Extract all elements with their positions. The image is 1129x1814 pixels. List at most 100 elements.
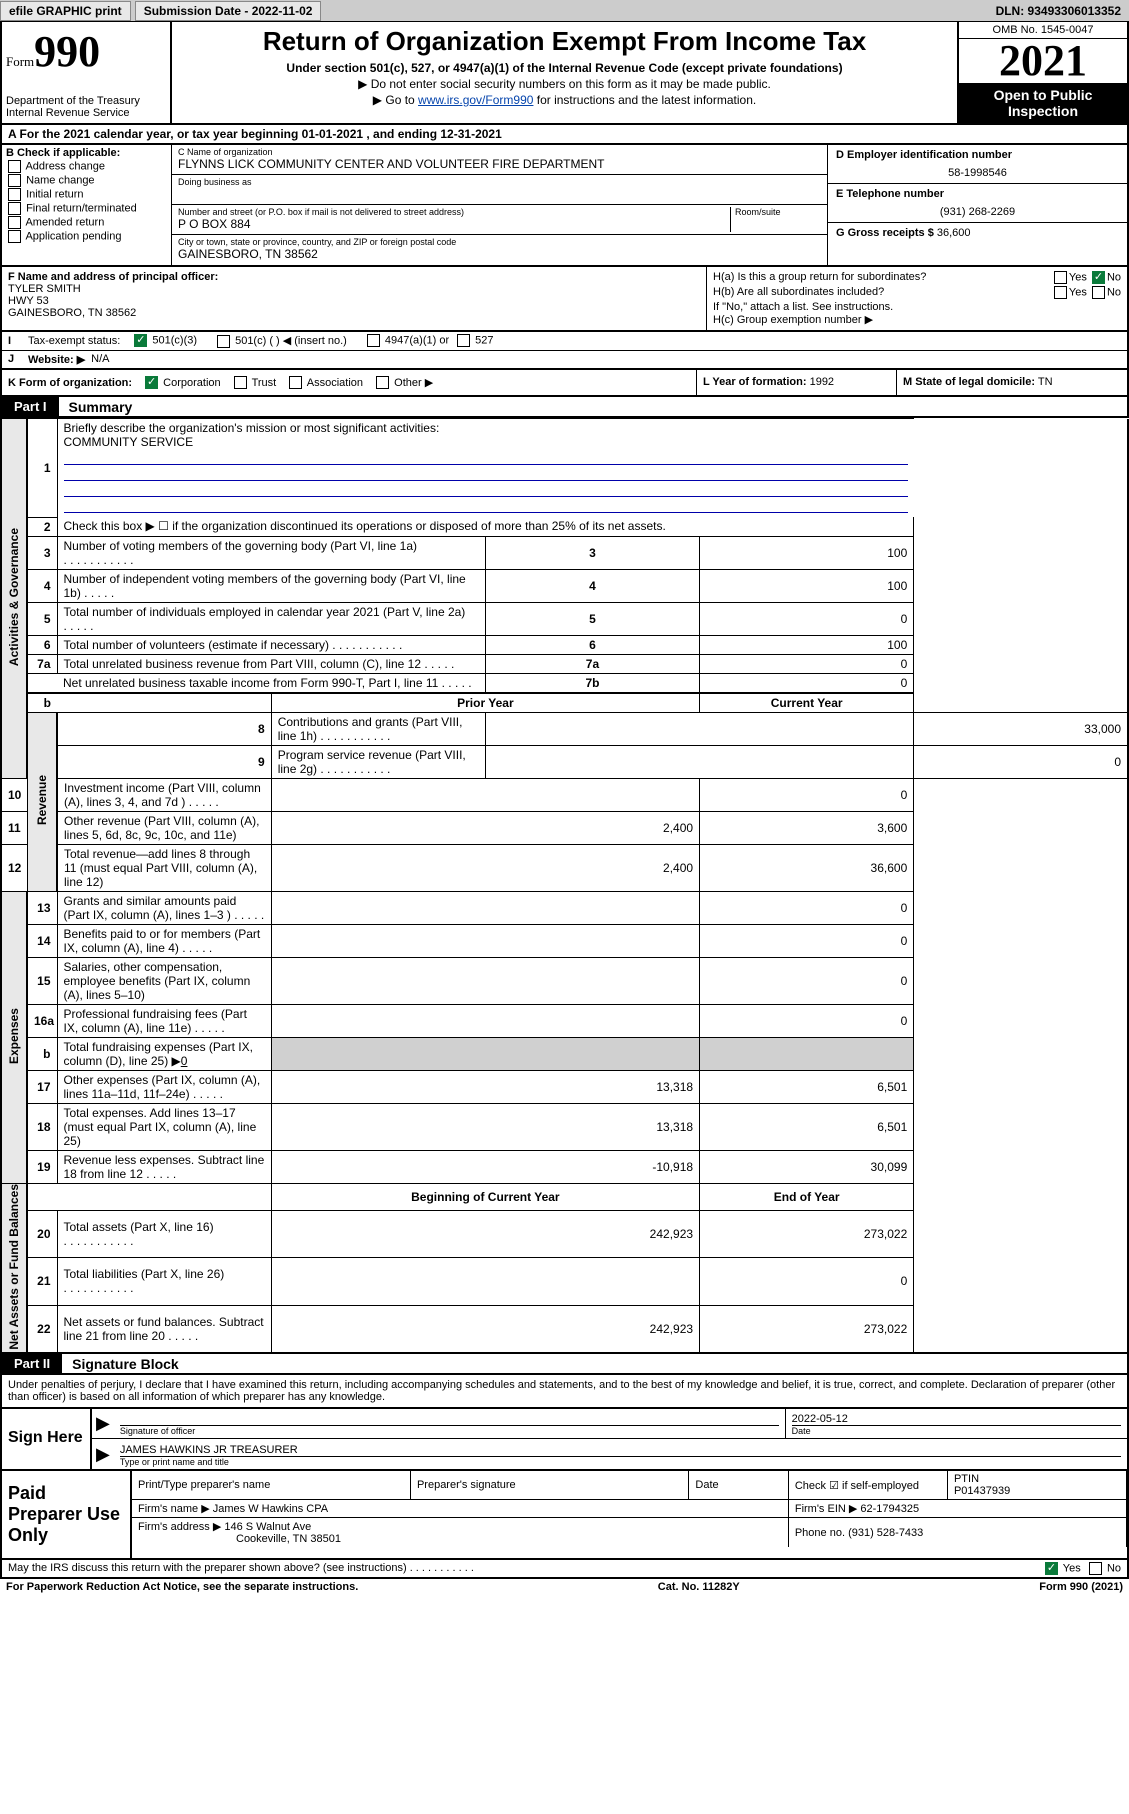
subtitle-section: Under section 501(c), 527, or 4947(a)(1)… bbox=[180, 61, 949, 75]
irs-link[interactable]: www.irs.gov/Form990 bbox=[418, 93, 533, 107]
officer-addr1: HWY 53 bbox=[8, 295, 700, 307]
firm-name: James W Hawkins CPA bbox=[213, 1503, 328, 1515]
line3: Number of voting members of the governin… bbox=[57, 536, 485, 569]
line9: Program service revenue (Part VIII, line… bbox=[271, 745, 485, 778]
room-label: Room/suite bbox=[735, 207, 821, 217]
line8: Contributions and grants (Part VIII, lin… bbox=[271, 712, 485, 745]
line4: Number of independent voting members of … bbox=[57, 569, 485, 602]
line13: Grants and similar amounts paid (Part IX… bbox=[57, 891, 271, 924]
line21: Total liabilities (Part X, line 26) bbox=[57, 1258, 271, 1305]
hb-note: If "No," attach a list. See instructions… bbox=[713, 301, 1121, 313]
v5: 0 bbox=[700, 602, 914, 635]
footer-row: For Paperwork Reduction Act Notice, see … bbox=[0, 1579, 1129, 1595]
submission-date-button[interactable]: Submission Date - 2022-11-02 bbox=[135, 1, 322, 21]
side-net: Net Assets or Fund Balances bbox=[7, 1184, 21, 1350]
gross-receipts-label: G Gross receipts $ bbox=[836, 227, 934, 239]
line16b: Total fundraising expenses (Part IX, col… bbox=[57, 1037, 271, 1070]
city-value: GAINESBORO, TN 38562 bbox=[178, 247, 821, 261]
sign-here-label: Sign Here bbox=[2, 1409, 92, 1469]
name-title-label: Type or print name and title bbox=[120, 1456, 1121, 1467]
name-arrow-icon: ▶ bbox=[92, 1444, 114, 1465]
irs-label: Internal Revenue Service bbox=[6, 107, 166, 119]
sig-officer-label: Signature of officer bbox=[120, 1425, 779, 1436]
year-formation: 1992 bbox=[810, 376, 834, 388]
sign-here-block: Sign Here ▶ Signature of officer 2022-05… bbox=[0, 1409, 1129, 1471]
officer-label: F Name and address of principal officer: bbox=[8, 271, 700, 283]
paid-preparer-block: Paid Preparer Use Only Print/Type prepar… bbox=[0, 1471, 1129, 1560]
form-number: 990 bbox=[34, 27, 100, 76]
org-name-label: C Name of organization bbox=[178, 147, 821, 157]
form-ref: Form 990 (2021) bbox=[1039, 1581, 1123, 1593]
hdr-curr: Current Year bbox=[700, 693, 914, 713]
state-domicile: TN bbox=[1038, 376, 1053, 388]
pra-notice: For Paperwork Reduction Act Notice, see … bbox=[6, 1581, 358, 1593]
v4: 100 bbox=[700, 569, 914, 602]
checkbox-final-return[interactable]: Final return/terminated bbox=[6, 202, 167, 215]
prep-date-hdr: Date bbox=[689, 1471, 788, 1500]
dln-label: DLN: 93493306013352 bbox=[996, 4, 1129, 18]
dba-label: Doing business as bbox=[178, 177, 821, 187]
line1-label: Briefly describe the organization's miss… bbox=[64, 421, 440, 435]
perjury-declaration: Under penalties of perjury, I declare th… bbox=[0, 1375, 1129, 1409]
checkbox-amended-return[interactable]: Amended return bbox=[6, 216, 167, 229]
firm-ein: 62-1794325 bbox=[860, 1503, 919, 1515]
org-name: FLYNNS LICK COMMUNITY CENTER AND VOLUNTE… bbox=[178, 157, 821, 171]
open-public-badge: Open to Public Inspection bbox=[959, 83, 1127, 123]
line7a: Total unrelated business revenue from Pa… bbox=[57, 654, 485, 673]
phone-label: E Telephone number bbox=[836, 188, 1119, 200]
row-f-h: F Name and address of principal officer:… bbox=[0, 267, 1129, 332]
discuss-row: May the IRS discuss this return with the… bbox=[0, 1560, 1129, 1579]
paid-preparer-label: Paid Preparer Use Only bbox=[2, 1471, 132, 1558]
checkbox-initial-return[interactable]: Initial return bbox=[6, 188, 167, 201]
ein-label: D Employer identification number bbox=[836, 149, 1119, 161]
dept-label: Department of the Treasury bbox=[6, 95, 166, 107]
line2: Check this box ▶ ☐ if the organization d… bbox=[57, 517, 914, 536]
side-expenses: Expenses bbox=[7, 1008, 21, 1064]
firm-addr1: 146 S Walnut Ave bbox=[224, 1521, 311, 1533]
v7a: 0 bbox=[700, 654, 914, 673]
header-grid: B Check if applicable: Address change Na… bbox=[0, 145, 1129, 267]
v6: 100 bbox=[700, 635, 914, 654]
line17: Other expenses (Part IX, column (A), lin… bbox=[57, 1070, 271, 1103]
line20: Total assets (Part X, line 16) bbox=[57, 1210, 271, 1257]
gross-receipts-value: 36,600 bbox=[937, 227, 971, 239]
phone-value: (931) 268-2269 bbox=[836, 206, 1119, 218]
part1-header: Part I Summary bbox=[0, 397, 1129, 418]
street-label: Number and street (or P.O. box if mail i… bbox=[178, 207, 726, 217]
v7b: 0 bbox=[700, 673, 914, 693]
efile-print-button[interactable]: efile GRAPHIC print bbox=[0, 1, 131, 21]
checkbox-name-change[interactable]: Name change bbox=[6, 174, 167, 187]
row-a-tax-year: A For the 2021 calendar year, or tax yea… bbox=[0, 125, 1129, 145]
form-label: Form bbox=[6, 54, 34, 69]
line22: Net assets or fund balances. Subtract li… bbox=[57, 1305, 271, 1353]
ha-label: H(a) Is this a group return for subordin… bbox=[713, 271, 926, 284]
ptin-value: P01437939 bbox=[954, 1485, 1010, 1497]
line12: Total revenue—add lines 8 through 11 (mu… bbox=[57, 844, 271, 891]
checkbox-application-pending[interactable]: Application pending bbox=[6, 230, 167, 243]
website-value: N/A bbox=[91, 353, 109, 365]
ein-value: 58-1998546 bbox=[836, 167, 1119, 179]
line11: Other revenue (Part VIII, column (A), li… bbox=[57, 811, 271, 844]
form-header: Form990 Department of the Treasury Inter… bbox=[0, 22, 1129, 125]
part2-header: Part II Signature Block bbox=[0, 1354, 1129, 1375]
officer-printed-name: JAMES HAWKINS JR TREASURER bbox=[120, 1444, 1121, 1456]
line10: Investment income (Part VIII, column (A)… bbox=[57, 778, 271, 811]
cat-no: Cat. No. 11282Y bbox=[658, 1581, 740, 1593]
hdr-begin: Beginning of Current Year bbox=[271, 1183, 699, 1210]
line16a: Professional fundraising fees (Part IX, … bbox=[57, 1004, 271, 1037]
block-b-title: B Check if applicable: bbox=[6, 147, 167, 159]
row-i-j: I Tax-exempt status: 501(c)(3) 501(c) ( … bbox=[0, 332, 1129, 370]
sig-date: 2022-05-12 bbox=[792, 1413, 1121, 1425]
hdr-prior: Prior Year bbox=[271, 693, 699, 713]
prep-name-hdr: Print/Type preparer's name bbox=[132, 1471, 410, 1500]
hdr-end: End of Year bbox=[700, 1183, 914, 1210]
firm-addr2: Cookeville, TN 38501 bbox=[236, 1533, 341, 1545]
line19: Revenue less expenses. Subtract line 18 … bbox=[57, 1150, 271, 1183]
hb-label: H(b) Are all subordinates included? bbox=[713, 286, 884, 299]
street-value: P O BOX 884 bbox=[178, 217, 726, 231]
signature-arrow-icon: ▶ bbox=[92, 1413, 114, 1434]
checkbox-address-change[interactable]: Address change bbox=[6, 160, 167, 173]
prep-sig-hdr: Preparer's signature bbox=[410, 1471, 688, 1500]
tax-year: 2021 bbox=[959, 39, 1127, 83]
side-governance: Activities & Governance bbox=[7, 528, 21, 666]
